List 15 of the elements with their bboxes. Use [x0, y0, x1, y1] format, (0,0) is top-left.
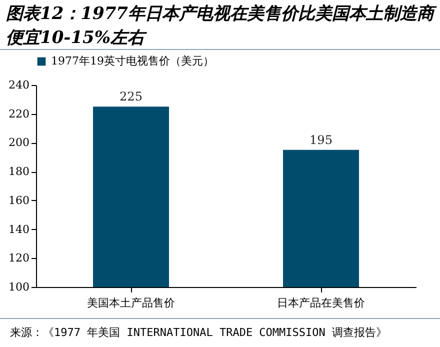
y-tick-label: 100 — [8, 280, 30, 294]
y-tick-label: 180 — [8, 165, 30, 178]
chart-title: 图表12：1977年日本产电视在美售价比美国本土制造商便宜10-15%左右 — [0, 0, 440, 50]
data-label: 225 — [120, 90, 142, 104]
y-tick-label: 240 — [8, 78, 30, 92]
y-tick-label: 160 — [8, 194, 30, 207]
x-tick-label: 美国本土产品售价 — [87, 296, 175, 310]
y-tick-label: 220 — [8, 107, 30, 120]
y-tick-label: 140 — [8, 222, 30, 236]
legend-label: 1977年19英寸电视售价（美元） — [51, 54, 214, 68]
x-tick-label: 日本产品在美售价 — [277, 296, 365, 310]
y-tick-label: 120 — [8, 252, 30, 265]
source-note: 来源：《1977 年美国 INTERNATIONAL TRADE COMMISSION 调查报告》 — [0, 318, 440, 340]
y-tick-label: 200 — [8, 136, 30, 150]
data-label: 195 — [310, 132, 332, 147]
